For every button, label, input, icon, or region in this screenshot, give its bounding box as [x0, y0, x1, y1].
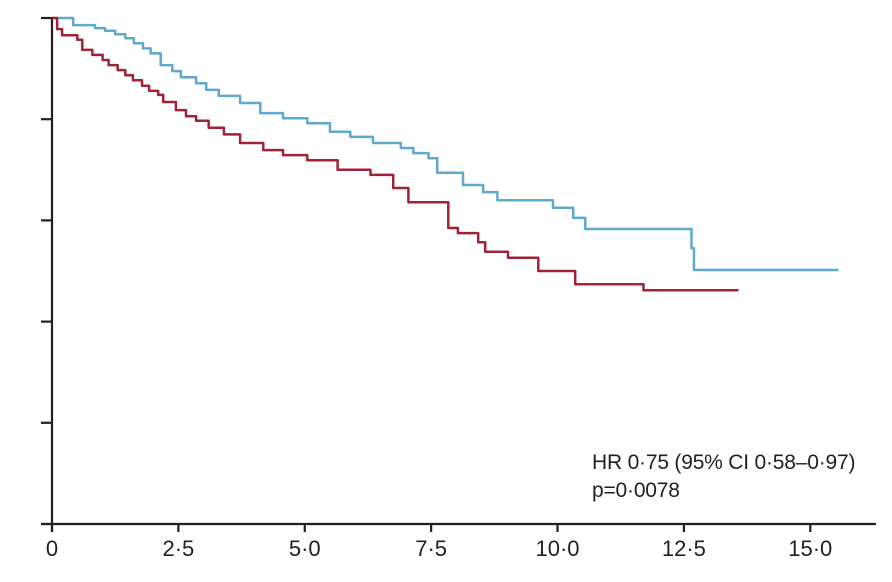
hr-annotation: HR 0·75 (95% CI 0·58–0·97) p=0·0078 [592, 449, 855, 505]
survival-curve-group-blue [52, 16, 839, 272]
x-tick-label: 7·5 [415, 536, 447, 561]
x-tick-label: 10·0 [535, 536, 579, 561]
x-tick-label: 5·0 [289, 536, 321, 561]
x-tick-label: 0 [46, 536, 58, 561]
survival-curve-group-red [52, 16, 739, 292]
hr-annotation-line1: HR 0·75 (95% CI 0·58–0·97) [592, 451, 856, 474]
x-tick-label: 12·5 [662, 536, 706, 561]
x-tick-label: 2·5 [162, 536, 194, 561]
hr-annotation-line2: p=0·0078 [592, 479, 680, 502]
x-tick-label: 15·0 [788, 536, 832, 561]
